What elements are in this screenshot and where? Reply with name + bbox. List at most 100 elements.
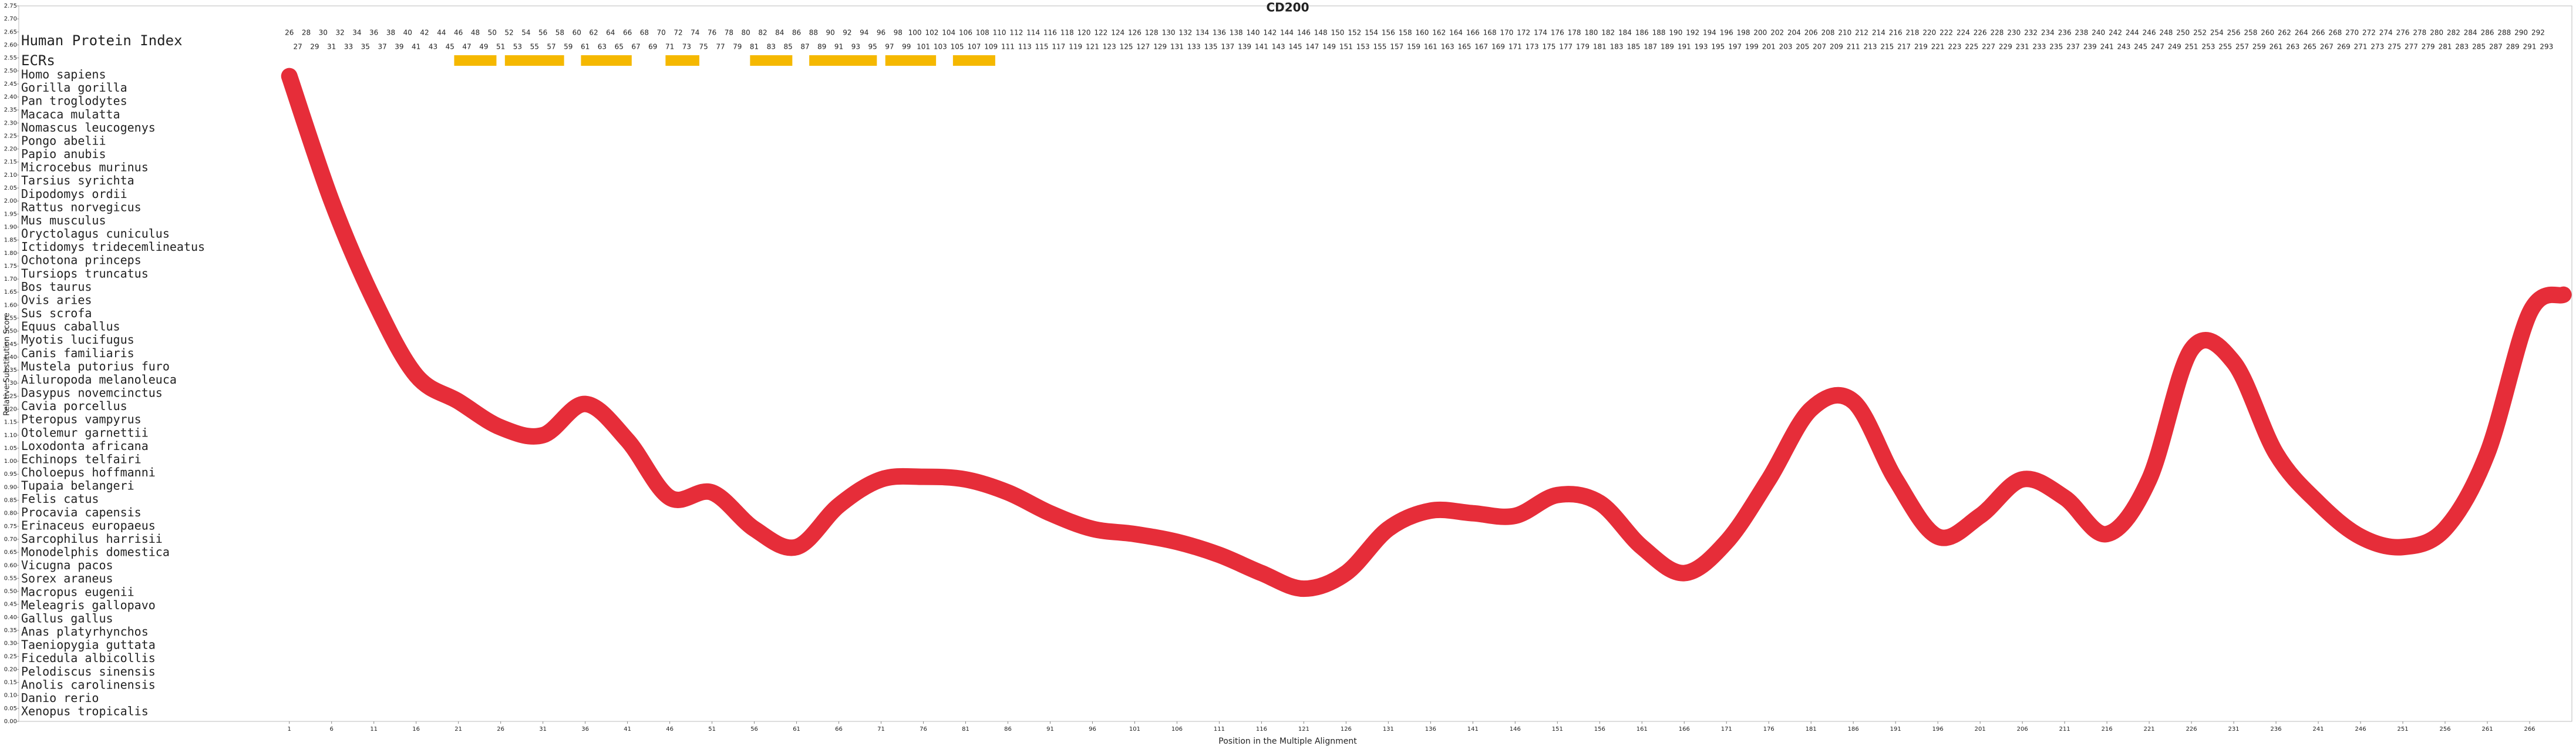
species-name: Rattus norvegicus [21, 200, 142, 214]
index-number: 201 [1762, 43, 1776, 51]
y-tick-label: 0.75 [4, 523, 17, 530]
index-number: 174 [1534, 29, 1547, 37]
index-number: 235 [2049, 43, 2063, 51]
index-number: 226 [1974, 29, 1987, 37]
x-tick-label: 86 [1004, 726, 1012, 733]
index-number: 146 [1297, 29, 1311, 37]
ecr-box [750, 55, 793, 66]
index-number: 154 [1365, 29, 1378, 37]
index-number: 43 [429, 43, 437, 51]
index-number: 175 [1542, 43, 1555, 51]
index-number: 192 [1686, 29, 1699, 37]
index-number: 143 [1272, 43, 1285, 51]
index-number: 89 [817, 43, 826, 51]
index-number: 287 [2489, 43, 2503, 51]
index-number: 163 [1441, 43, 1454, 51]
index-number: 276 [2396, 29, 2410, 37]
ecr-label: ECRs [21, 52, 55, 69]
index-number: 52 [504, 29, 513, 37]
index-number: 193 [1695, 43, 1708, 51]
index-number: 245 [2134, 43, 2147, 51]
y-tick-label: 0.35 [4, 627, 17, 634]
y-tick-label: 1.70 [4, 276, 17, 283]
y-tick-label: 1.80 [4, 250, 17, 257]
y-tick-label: 2.25 [4, 133, 17, 139]
species-name: Taeniopygia guttata [21, 638, 156, 652]
index-number: 292 [2531, 29, 2545, 37]
index-number: 244 [2126, 29, 2139, 37]
index-number: 133 [1187, 43, 1201, 51]
index-number: 142 [1263, 29, 1277, 37]
species-name: Meleagris gallopavo [21, 598, 156, 612]
index-number: 41 [412, 43, 420, 51]
species-name: Papio anubis [21, 147, 106, 161]
index-number: 55 [530, 43, 539, 51]
index-number: 184 [1618, 29, 1632, 37]
index-number: 132 [1178, 29, 1192, 37]
score-line [281, 68, 2572, 597]
index-number: 255 [2218, 43, 2232, 51]
index-number: 204 [1787, 29, 1801, 37]
index-number: 229 [1999, 43, 2012, 51]
y-axis-label: Relative Substitution Score [3, 313, 12, 416]
index-number: 241 [2100, 43, 2114, 51]
x-tick-label: 146 [1510, 726, 1521, 733]
index-number: 161 [1424, 43, 1437, 51]
y-tick-label: 0.25 [4, 653, 17, 660]
ecr-box [809, 55, 877, 66]
index-number: 74 [691, 29, 699, 37]
index-number: 76 [708, 29, 716, 37]
x-tick-label: 221 [2144, 726, 2155, 733]
index-number: 280 [2430, 29, 2443, 37]
index-number: 212 [1855, 29, 1868, 37]
index-number: 51 [496, 43, 505, 51]
species-name: Procavia capensis [21, 505, 142, 519]
index-number: 215 [1880, 43, 1894, 51]
ecr-box [952, 55, 995, 66]
index-number: 75 [699, 43, 708, 51]
species-name: Canis familiaris [21, 346, 134, 360]
index-number: 282 [2447, 29, 2460, 37]
x-tick-label: 116 [1256, 726, 1267, 733]
y-tick-label: 1.45 [4, 341, 17, 348]
species-name: Cavia porcellus [21, 399, 127, 413]
y-tick-label: 2.15 [4, 159, 17, 166]
index-number: 179 [1576, 43, 1590, 51]
species-name: Oryctolagus cuniculus [21, 227, 170, 241]
index-number: 219 [1914, 43, 1928, 51]
species-name: Anolis carolinensis [21, 677, 156, 691]
x-tick-label: 41 [624, 726, 631, 733]
y-tick-label: 1.60 [4, 302, 17, 308]
index-number: 73 [682, 43, 691, 51]
species-name: Equus caballus [21, 320, 120, 334]
species-name: Pongo abelii [21, 133, 106, 147]
y-tick-label: 0.05 [4, 706, 17, 712]
y-tick-label: 2.55 [4, 55, 17, 62]
species-name: Sorex araneus [21, 572, 113, 586]
index-number: 238 [2075, 29, 2089, 37]
index-number: 91 [834, 43, 843, 51]
index-number: 124 [1111, 29, 1124, 37]
x-tick-label: 26 [497, 726, 504, 733]
index-number: 249 [2168, 43, 2181, 51]
index-number: 207 [1813, 43, 1826, 51]
species-name: Mus musculus [21, 213, 106, 227]
x-tick-label: 266 [2524, 726, 2535, 733]
index-number: 259 [2252, 43, 2266, 51]
y-tick-label: 0.85 [4, 498, 17, 504]
x-tick-label: 106 [1171, 726, 1183, 733]
index-number: 122 [1094, 29, 1107, 37]
species-name: Choloepus hoffmanni [21, 465, 156, 479]
index-number: 166 [1466, 29, 1480, 37]
index-number: 256 [2227, 29, 2241, 37]
ecr-box [665, 55, 699, 66]
index-number: 36 [369, 29, 378, 37]
index-number: 278 [2413, 29, 2426, 37]
index-number: 109 [984, 43, 998, 51]
species-name: Ochotona princeps [21, 253, 142, 267]
index-number: 77 [716, 43, 725, 51]
index-number: 63 [598, 43, 607, 51]
index-number: 94 [860, 29, 868, 37]
index-number: 47 [462, 43, 471, 51]
species-name: Ficedula albicollis [21, 651, 156, 665]
